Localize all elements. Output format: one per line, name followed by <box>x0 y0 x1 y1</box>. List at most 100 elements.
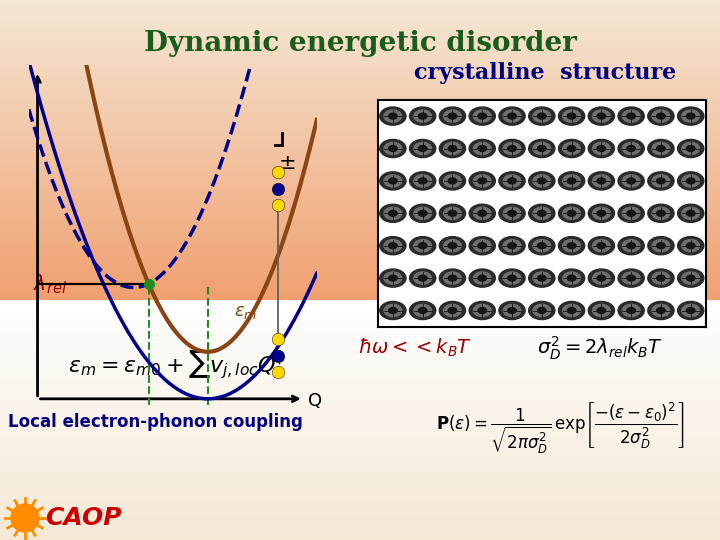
Circle shape <box>678 237 704 255</box>
Circle shape <box>503 207 521 219</box>
Circle shape <box>622 207 640 219</box>
Circle shape <box>384 240 402 252</box>
Text: $\pm$: $\pm$ <box>278 154 295 173</box>
Circle shape <box>648 172 674 190</box>
Circle shape <box>682 240 700 252</box>
Circle shape <box>567 146 576 151</box>
Circle shape <box>559 172 585 190</box>
Circle shape <box>508 113 516 119</box>
Circle shape <box>379 139 406 158</box>
Circle shape <box>678 301 704 320</box>
Circle shape <box>559 107 585 125</box>
Circle shape <box>588 107 614 125</box>
Circle shape <box>499 269 525 287</box>
Circle shape <box>410 172 436 190</box>
Circle shape <box>473 272 491 284</box>
Text: $\mathbf{P}(\varepsilon) = \dfrac{1}{\sqrt{2\pi\sigma_D^2}}\,\exp\!\left[\dfrac{: $\mathbf{P}(\varepsilon) = \dfrac{1}{\sq… <box>436 400 685 456</box>
Circle shape <box>528 269 555 287</box>
Circle shape <box>379 301 406 320</box>
Circle shape <box>567 275 576 281</box>
Circle shape <box>418 243 427 248</box>
Circle shape <box>439 107 466 125</box>
Circle shape <box>652 240 670 252</box>
Text: CAOP: CAOP <box>45 506 122 530</box>
Circle shape <box>379 107 406 125</box>
Circle shape <box>593 240 611 252</box>
Circle shape <box>622 110 640 122</box>
Circle shape <box>538 243 546 248</box>
Circle shape <box>563 240 580 252</box>
Circle shape <box>439 172 466 190</box>
Circle shape <box>448 308 456 313</box>
Circle shape <box>478 146 487 151</box>
Circle shape <box>538 308 546 313</box>
Circle shape <box>678 269 704 287</box>
Circle shape <box>469 107 495 125</box>
Circle shape <box>503 305 521 316</box>
Circle shape <box>563 305 580 316</box>
Circle shape <box>567 308 576 313</box>
Circle shape <box>384 110 402 122</box>
Circle shape <box>503 143 521 154</box>
Circle shape <box>593 143 611 154</box>
Circle shape <box>597 243 606 248</box>
Circle shape <box>444 305 462 316</box>
Circle shape <box>444 143 462 154</box>
Circle shape <box>657 211 665 216</box>
Circle shape <box>682 207 700 219</box>
Circle shape <box>678 204 704 222</box>
Circle shape <box>622 143 640 154</box>
Circle shape <box>567 211 576 216</box>
Circle shape <box>588 237 614 255</box>
Text: Dynamic energetic disorder: Dynamic energetic disorder <box>143 30 577 57</box>
Circle shape <box>533 305 551 316</box>
Circle shape <box>597 275 606 281</box>
Circle shape <box>657 308 665 313</box>
Text: Local electron-phonon coupling: Local electron-phonon coupling <box>8 413 302 431</box>
Circle shape <box>657 275 665 281</box>
Circle shape <box>418 275 427 281</box>
Circle shape <box>597 308 606 313</box>
Circle shape <box>444 207 462 219</box>
Text: $\lambda_{rel}$: $\lambda_{rel}$ <box>33 272 68 295</box>
Circle shape <box>389 275 397 281</box>
Circle shape <box>657 146 665 151</box>
Circle shape <box>567 178 576 184</box>
Circle shape <box>499 107 525 125</box>
Circle shape <box>657 178 665 184</box>
Text: crystalline  structure: crystalline structure <box>414 62 676 84</box>
Text: $\varepsilon_m = \varepsilon_{m0} + \sum v_{j,loc} Q_j$: $\varepsilon_m = \varepsilon_{m0} + \sum… <box>68 349 282 381</box>
Circle shape <box>439 139 466 158</box>
Circle shape <box>528 139 555 158</box>
Circle shape <box>682 110 700 122</box>
Circle shape <box>508 178 516 184</box>
Circle shape <box>682 305 700 316</box>
Circle shape <box>414 272 431 284</box>
Circle shape <box>597 146 606 151</box>
Circle shape <box>618 172 644 190</box>
Circle shape <box>686 308 695 313</box>
Circle shape <box>533 240 551 252</box>
Circle shape <box>389 308 397 313</box>
Circle shape <box>593 207 611 219</box>
Circle shape <box>503 175 521 187</box>
Circle shape <box>469 301 495 320</box>
Circle shape <box>588 269 614 287</box>
Circle shape <box>473 110 491 122</box>
Circle shape <box>439 237 466 255</box>
Circle shape <box>686 113 695 119</box>
Circle shape <box>597 178 606 184</box>
Circle shape <box>618 107 644 125</box>
Circle shape <box>389 243 397 248</box>
Circle shape <box>627 211 636 216</box>
Circle shape <box>618 301 644 320</box>
Circle shape <box>469 172 495 190</box>
Circle shape <box>618 204 644 222</box>
Circle shape <box>618 269 644 287</box>
Circle shape <box>563 110 580 122</box>
Circle shape <box>473 175 491 187</box>
Circle shape <box>622 175 640 187</box>
Circle shape <box>593 305 611 316</box>
Circle shape <box>448 113 456 119</box>
Circle shape <box>528 204 555 222</box>
